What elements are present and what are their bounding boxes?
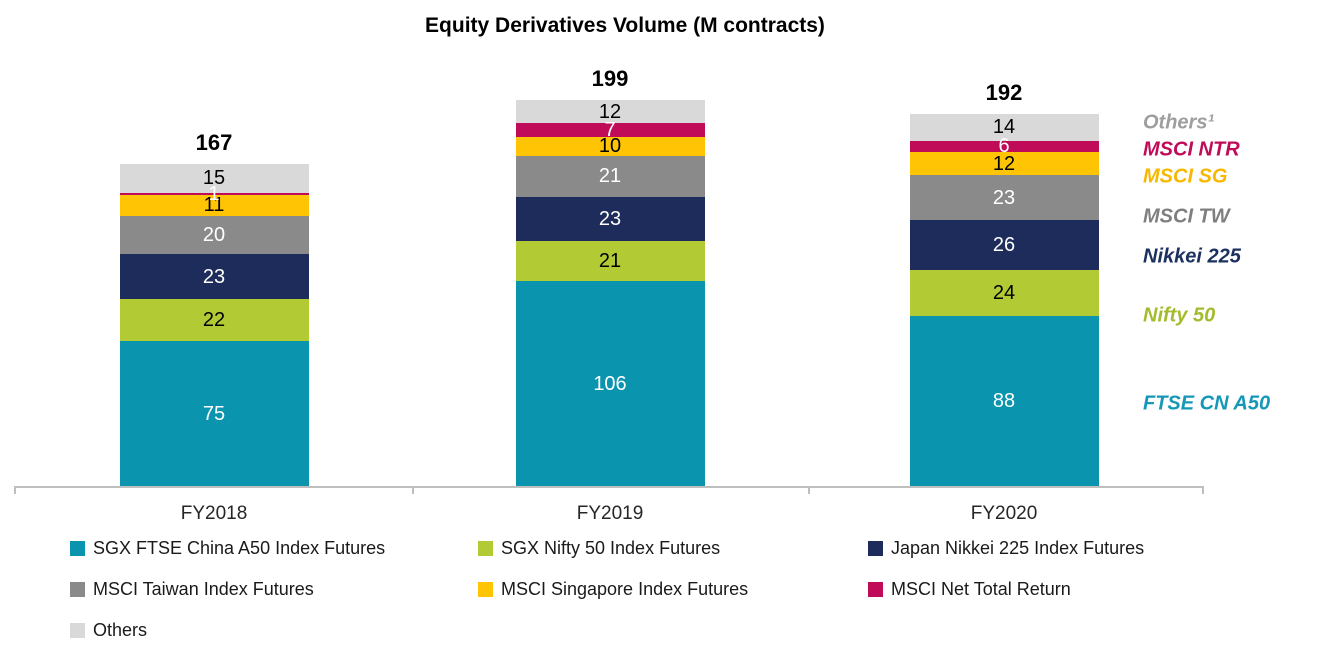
x-axis-label-fy2020: FY2020: [970, 503, 1038, 524]
legend-item-ftse-cn-a50: SGX FTSE China A50 Index Futures: [70, 538, 478, 559]
series-axis-label-msci-tw: MSCI TW: [1143, 205, 1230, 228]
series-axis-label-msci-sg: MSCI SG: [1143, 165, 1228, 188]
legend-item-msci-ntr: MSCI Net Total Return: [868, 579, 1313, 600]
bar-segment-nifty-50: 24: [909, 269, 1099, 317]
bar-segment-others-: 14: [909, 113, 1099, 141]
bar-segment-msci-tw: 21: [515, 156, 705, 197]
series-axis-label-msci-ntr: MSCI NTR: [1143, 138, 1240, 161]
bar-segment-msci-tw: 23: [909, 175, 1099, 220]
legend-label: SGX FTSE China A50 Index Futures: [93, 538, 386, 558]
bar-segment-nifty-50: 21: [515, 240, 705, 282]
legend-label: MSCI Singapore Index Futures: [501, 579, 749, 599]
segment-value-label: 26: [992, 233, 1016, 256]
x-axis-label-fy2019: FY2019: [576, 503, 644, 524]
segment-value-label: 106: [593, 372, 627, 395]
legend-item-nikkei-225: Japan Nikkei 225 Index Futures: [868, 538, 1313, 559]
legend-label: Others: [93, 620, 148, 640]
x-axis-tick: [808, 486, 810, 494]
x-axis-tick: [1202, 486, 1204, 494]
legend-swatch: [70, 582, 85, 597]
series-axis-label-ftse-cn-a50: FTSE CN A50: [1143, 392, 1271, 415]
segment-value-label: 6: [998, 135, 1010, 158]
x-axis-line: [14, 486, 1202, 488]
legend-item-msci-sg: MSCI Singapore Index Futures: [478, 579, 868, 600]
bar-segment-msci-tw: 20: [119, 215, 309, 255]
total-label-fy2019: 199: [591, 66, 629, 91]
legend-label: Japan Nikkei 225 Index Futures: [891, 538, 1145, 558]
bar-segment-nifty-50: 22: [119, 298, 309, 342]
bar-fy2018: 75 22 23 20 11 1 15: [119, 163, 309, 486]
total-label-fy2020: 192: [985, 79, 1023, 105]
segment-value-label: 12: [992, 152, 1016, 175]
segment-value-label: 23: [992, 186, 1016, 209]
segment-value-label: 24: [992, 282, 1016, 305]
segment-value-label: 7: [604, 118, 616, 141]
series-axis-label-others-: Others¹: [1143, 111, 1215, 134]
segment-value-label: 14: [992, 116, 1016, 139]
bar-segment-msci-ntr: 7: [515, 118, 705, 141]
segment-value-label: 75: [202, 402, 226, 425]
segment-value-label: 22: [202, 309, 226, 332]
bar-segment-nikkei-225: 23: [515, 196, 705, 241]
bar-segment-ftse-cn-a50: 75: [119, 341, 309, 486]
legend-swatch: [478, 582, 493, 597]
legend-label: MSCI Taiwan Index Futures: [93, 579, 314, 599]
legend-label: SGX Nifty 50 Index Futures: [501, 538, 721, 558]
segment-value-label: 11: [203, 194, 225, 217]
bar-segment-ftse-cn-a50: 88: [909, 316, 1099, 486]
x-axis-tick: [412, 486, 414, 494]
series-axis-label-nifty-50: Nifty 50: [1143, 304, 1216, 327]
segment-value-label: 21: [598, 165, 622, 188]
bar-segment-msci-ntr: 6: [909, 136, 1099, 156]
legend: SGX FTSE China A50 Index Futures SGX Nift…: [70, 538, 1313, 641]
chart-title: Equity Derivatives Volume (M contracts): [425, 14, 825, 37]
bar-segment-msci-sg: 12: [909, 152, 1099, 176]
segment-value-label: 12: [598, 100, 622, 123]
bar-segment-others-: 12: [515, 100, 705, 124]
legend-item-others-: Others: [70, 620, 478, 641]
segment-value-label: 23: [202, 265, 226, 288]
segment-value-label: 15: [202, 167, 226, 190]
bar-fy2020: 88 24 26 23 12 6 14: [909, 113, 1099, 486]
segment-value-label: 10: [598, 135, 622, 158]
bar-segment-msci-sg: 11: [119, 194, 309, 217]
bar-segment-nikkei-225: 23: [119, 254, 309, 299]
bar-fy2019: 106 21 23 21 10 7 12: [515, 100, 705, 486]
segment-value-label: 88: [992, 390, 1016, 413]
series-axis-label-nikkei-225: Nikkei 225: [1143, 245, 1241, 268]
segment-value-label: 23: [598, 207, 622, 230]
bar-segment-ftse-cn-a50: 106: [515, 281, 705, 486]
legend-label: MSCI Net Total Return: [891, 579, 1071, 599]
legend-swatch: [868, 582, 883, 597]
bar-segment-others-: 15: [119, 163, 309, 193]
bar-segment-msci-sg: 10: [515, 135, 705, 158]
x-axis-tick: [14, 486, 16, 494]
legend-swatch: [70, 623, 85, 638]
legend-item-nifty-50: SGX Nifty 50 Index Futures: [478, 538, 868, 559]
legend-swatch: [478, 541, 493, 556]
total-label-fy2018: 167: [195, 129, 233, 155]
legend-swatch: [70, 541, 85, 556]
segment-value-label: 1: [208, 182, 220, 205]
segment-value-label: 21: [598, 250, 622, 273]
bar-segment-msci-ntr: 1: [119, 184, 309, 204]
x-axis-label-fy2018: FY2018: [180, 503, 248, 524]
bar-segment-nikkei-225: 26: [909, 219, 1099, 270]
segment-value-label: 20: [202, 224, 226, 247]
legend-swatch: [868, 541, 883, 556]
legend-item-msci-tw: MSCI Taiwan Index Futures: [70, 579, 478, 600]
